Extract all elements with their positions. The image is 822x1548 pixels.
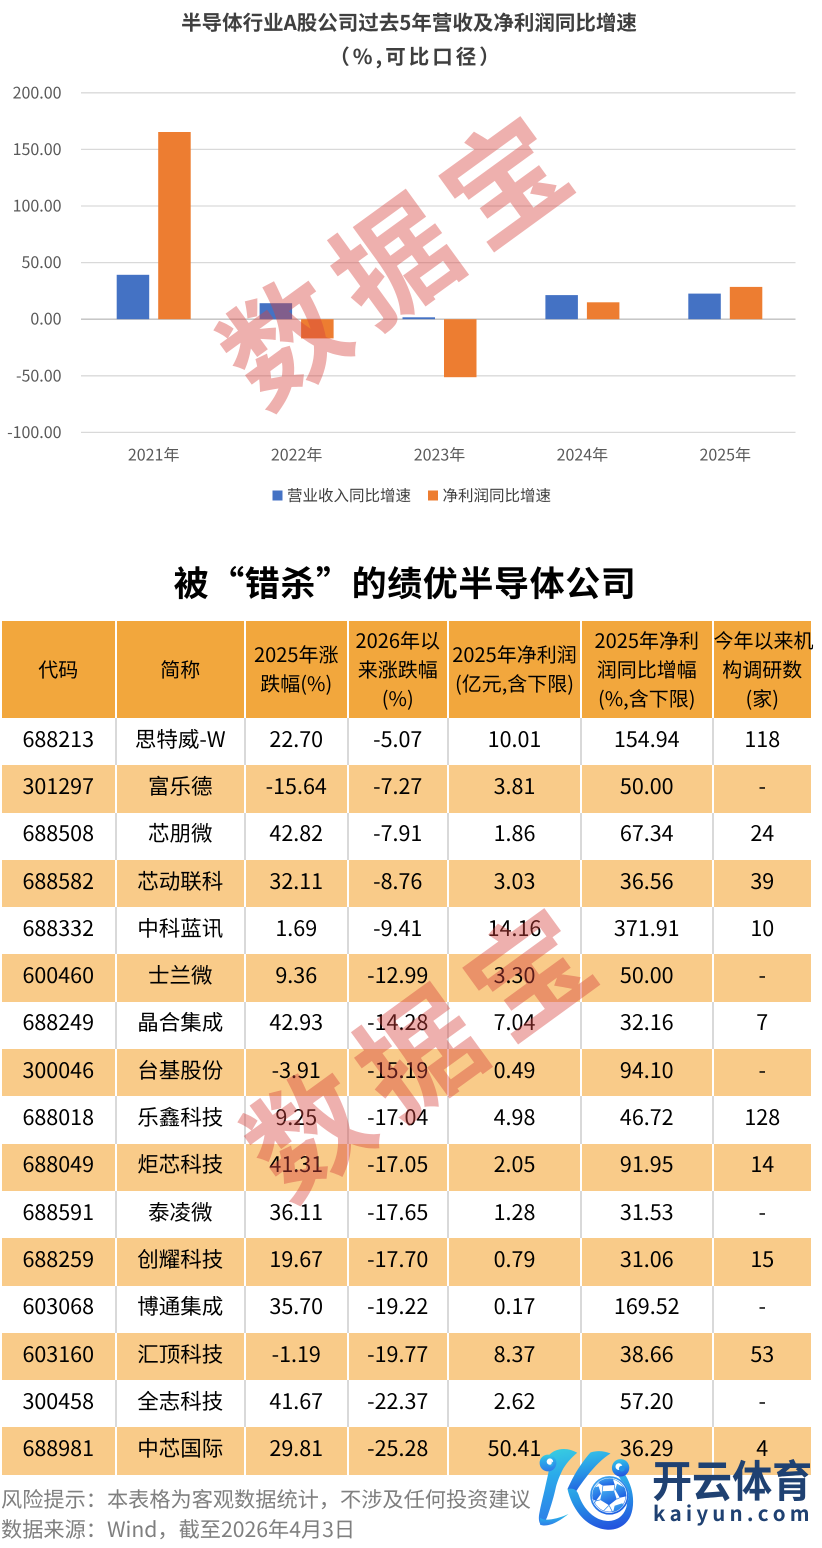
svg-text:-50.00: -50.00 bbox=[16, 362, 62, 386]
svg-text:-100.00: -100.00 bbox=[7, 419, 62, 443]
svg-text:2023年: 2023年 bbox=[414, 442, 466, 466]
svg-text:2025年: 2025年 bbox=[700, 442, 752, 466]
svg-text:100.00: 100.00 bbox=[13, 193, 62, 217]
svg-text:50.00: 50.00 bbox=[22, 249, 62, 273]
svg-text:2022年: 2022年 bbox=[271, 442, 323, 466]
svg-text:净利润同比增速: 净利润同比增速 bbox=[443, 484, 552, 506]
svg-text:0.00: 0.00 bbox=[30, 306, 61, 330]
svg-text:营业收入同比增速: 营业收入同比增速 bbox=[287, 484, 411, 506]
svg-text:2024年: 2024年 bbox=[557, 442, 609, 466]
svg-text:150.00: 150.00 bbox=[13, 136, 62, 160]
svg-text:2021年: 2021年 bbox=[128, 442, 180, 466]
svg-text:200.00: 200.00 bbox=[13, 79, 62, 103]
